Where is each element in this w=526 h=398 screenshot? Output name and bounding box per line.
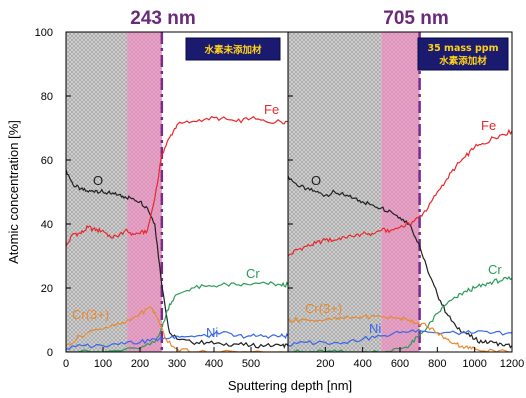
sample-label-text: 水素未添加材 [204, 44, 262, 56]
series-label-cr3: Cr(3+) [72, 307, 109, 322]
x-tick-label: 800 [428, 358, 446, 370]
y-tick-label: 100 [35, 27, 53, 39]
y-axis-title: Atomic concentration [%] [6, 120, 21, 264]
y-tick-label: 80 [41, 91, 53, 103]
axis-ticks: 0 100 200 300 400 500 200 400 600 800 1000 1200 0 20 4… [35, 27, 525, 370]
right-depth-label: 705 nm [383, 8, 448, 29]
series-line-cr-left [66, 281, 288, 352]
left-depth-label: 243 nm [130, 8, 195, 29]
y-tick-label: 0 [47, 347, 53, 359]
x-tick-label: 600 [391, 358, 409, 370]
series-line-cr3-left [66, 306, 288, 352]
series-label-ni: Ni [206, 325, 218, 340]
series-line-fe-right [288, 128, 512, 257]
x-tick-label: 100 [94, 358, 112, 370]
sample-label-text: 水素添加材 [439, 55, 487, 67]
series-label-cr: Cr [246, 266, 260, 281]
right-panel-lines [288, 128, 512, 352]
x-tick-label: 0 [63, 358, 69, 370]
y-tick-label: 20 [41, 283, 53, 295]
oxide-region-left [66, 32, 128, 352]
right-panel-regions [288, 32, 421, 352]
x-tick-label: 1000 [462, 358, 486, 370]
series-line-o-right [288, 175, 512, 349]
sample-label-text: 35 mass ppm [428, 43, 499, 54]
series-label-cr: Cr [488, 262, 502, 277]
x-axis-title: Sputtering depth [nm] [228, 378, 352, 393]
transition-region-right [381, 32, 420, 352]
left-panel-lines [66, 115, 288, 352]
x-tick-label: 200 [131, 358, 149, 370]
series-label-o: O [93, 173, 103, 188]
y-tick-label: 60 [41, 155, 53, 167]
x-tick-label: 200 [316, 358, 334, 370]
series-label-cr3: Cr(3+) [305, 301, 342, 316]
sample-label-box [417, 37, 509, 71]
x-tick-label: 300 [168, 358, 186, 370]
y-tick-label: 40 [41, 219, 53, 231]
annotations: O Fe Cr Ni Cr(3+) O Fe Cr Ni Cr(3+) 水素未添加材 35 mass … [72, 37, 509, 340]
x-tick-label: 400 [205, 358, 223, 370]
x-tick-label: 400 [353, 358, 371, 370]
series-label-fe: Fe [481, 118, 496, 133]
series-line-fe-left [66, 115, 288, 247]
left-panel-regions [66, 32, 164, 352]
series-label-ni: Ni [369, 321, 381, 336]
series-label-o: O [311, 173, 321, 188]
x-tick-label: 1200 [500, 358, 524, 370]
x-tick-label: 500 [242, 358, 260, 370]
transition-region-left [127, 32, 162, 352]
series-label-fe: Fe [264, 102, 279, 117]
series-line-ni-right [288, 328, 512, 347]
series-line-cr3-right [288, 313, 512, 352]
series-line-ni-left [66, 330, 288, 350]
sample-label-box [185, 37, 281, 61]
